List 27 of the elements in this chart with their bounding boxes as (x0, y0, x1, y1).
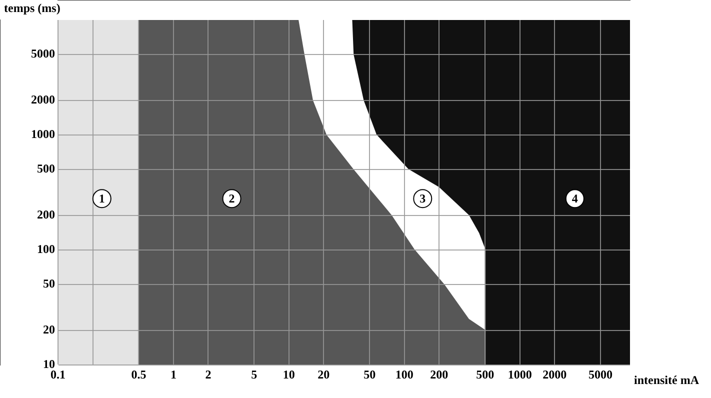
y-tick-label: 1000 (31, 127, 55, 142)
x-tick-label: 5 (251, 367, 258, 382)
annotation: 3 (420, 192, 426, 206)
x-tick-label: 500 (476, 367, 494, 382)
y-tick-label: 100 (37, 242, 55, 256)
y-tick-label: 500 (37, 162, 55, 176)
x-tick-label: 20 (318, 367, 330, 382)
y-tick-label: 5000 (31, 46, 55, 61)
annotation: 2 (228, 192, 235, 206)
y-axis-title: temps (ms) (4, 1, 60, 16)
x-tick-label: 100 (395, 367, 414, 382)
x-tick-label: 2 (205, 367, 212, 382)
annotation: 4 (572, 192, 578, 206)
x-tick-label: 0.5 (131, 367, 146, 382)
x-tick-label: 1000 (508, 367, 532, 382)
y-tick-label: 2000 (31, 92, 55, 106)
x-tick-label: 10 (282, 367, 295, 382)
x-tick-label: 1 (170, 367, 176, 382)
x-tick-label: 200 (430, 367, 448, 382)
x-axis-title: intensité mA (634, 373, 700, 388)
y-tick-label: 20 (43, 322, 55, 336)
y-tick-label: 50 (43, 276, 55, 291)
y-tick-label: 200 (37, 207, 55, 222)
annotation: 1 (98, 192, 105, 206)
x-tick-label: 5000 (588, 367, 613, 382)
x-tick-label: 50 (364, 367, 376, 382)
x-tick-label: 2000 (542, 367, 567, 382)
